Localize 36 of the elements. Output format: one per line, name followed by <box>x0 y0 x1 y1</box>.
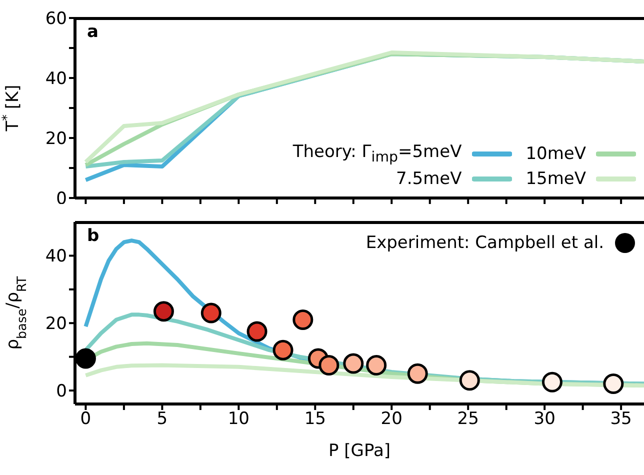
point <box>542 372 562 392</box>
point <box>246 321 268 342</box>
point <box>407 363 428 384</box>
x-tick-label: 5 <box>156 409 168 430</box>
y-tick-label: 40 <box>45 246 67 267</box>
point <box>153 301 174 322</box>
point <box>459 370 480 391</box>
legend-label: 10meV <box>526 143 586 166</box>
y-tick-label: 40 <box>45 69 67 90</box>
point <box>200 302 222 324</box>
x-tick-label: 35 <box>610 409 632 430</box>
point <box>603 374 624 394</box>
x-tick-label: 15 <box>304 409 326 430</box>
x-tick-label: 20 <box>380 409 402 430</box>
x-tick-label: 10 <box>228 409 250 430</box>
x-tick-label: 25 <box>457 409 479 430</box>
y-tick-label: 20 <box>45 314 67 334</box>
y-tick-label: 0 <box>56 382 67 402</box>
point <box>292 309 314 330</box>
annotation: a <box>87 22 98 42</box>
legend-label: 15meV <box>526 168 586 190</box>
legend-label: Theory: Γ$_{imp}$=5meV <box>292 140 462 167</box>
point <box>343 353 364 374</box>
legend-label: Experiment: Campbell et al. <box>366 232 604 254</box>
point <box>272 340 294 360</box>
point <box>318 354 340 376</box>
x-tick-label: 30 <box>534 409 556 430</box>
y-tick-label: 20 <box>45 129 67 150</box>
x-tick-label: 0 <box>80 409 92 430</box>
legend-label: 7.5meV <box>396 168 462 190</box>
point <box>75 348 96 369</box>
annotation: b <box>87 226 100 246</box>
y-tick-label: 0 <box>56 189 67 210</box>
point <box>366 354 387 376</box>
x-axis-title: P [GPa] <box>328 441 390 461</box>
y-tick-label: 60 <box>45 9 67 30</box>
